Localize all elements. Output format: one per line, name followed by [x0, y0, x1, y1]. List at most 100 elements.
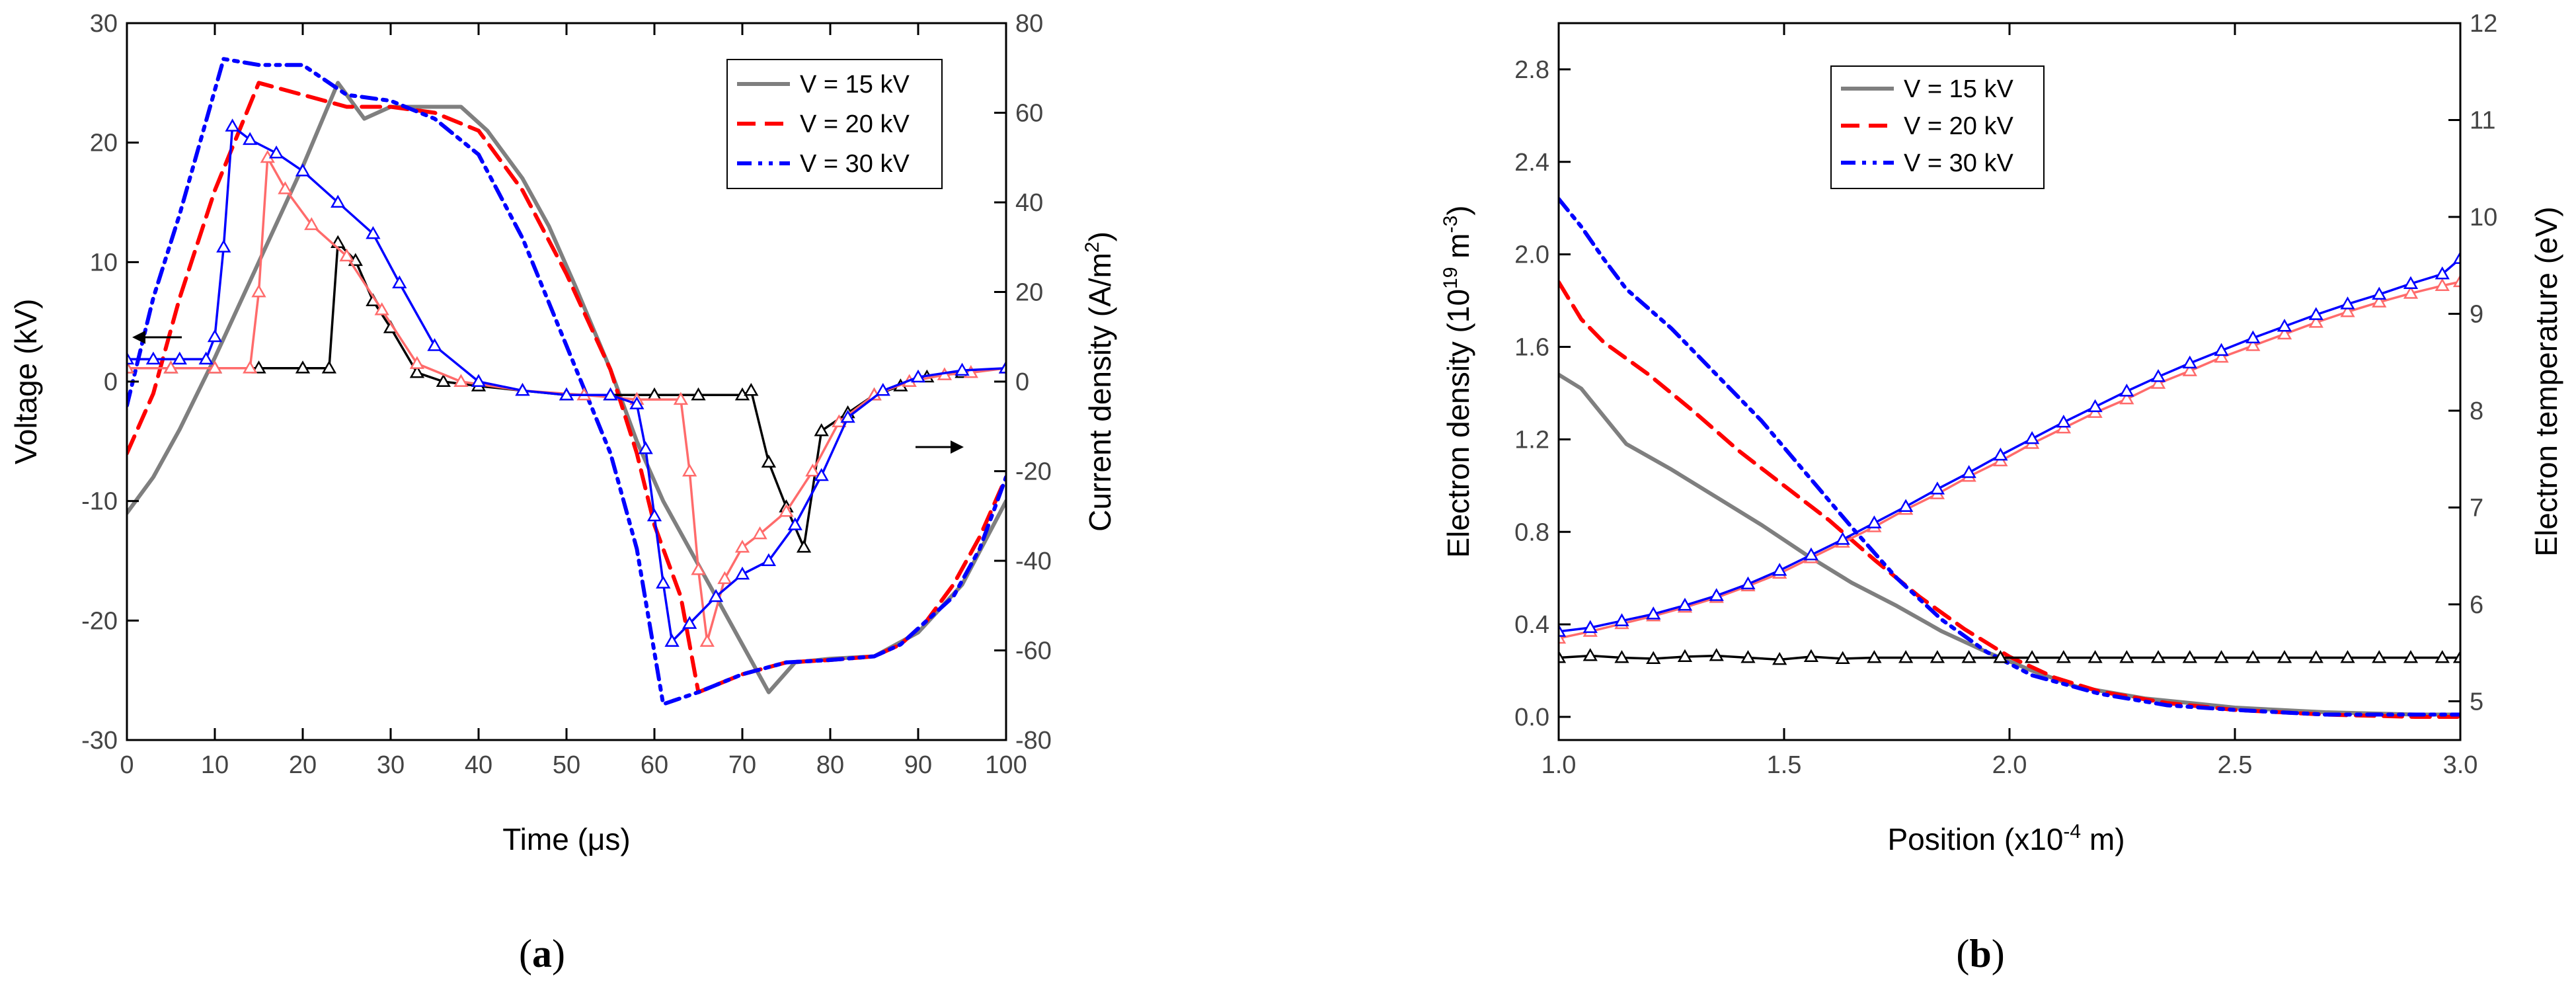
- chart-b-series-3-point: [1559, 649, 1567, 663]
- chart-b-series-0-line: [1559, 372, 2460, 717]
- chart-a-series-4-point: [304, 217, 319, 230]
- chart-b-series-5-point: [2150, 369, 2166, 382]
- chart-a-series-4-point: [699, 634, 715, 647]
- chart-a-xtick-label: 60: [641, 751, 668, 779]
- chart-b-xlabel-close: m): [2081, 822, 2125, 856]
- chart-a-ylabel-right-main: Current density (A/m: [1083, 253, 1117, 532]
- chart-a-series-5-point: [646, 508, 662, 522]
- chart-a-series-4-point: [752, 526, 767, 540]
- chart-a-arrow-right-head: [951, 440, 964, 454]
- chart-b-series-3-point: [2452, 649, 2460, 663]
- chart-a-series-5-point: [127, 351, 135, 365]
- chart-a-series-5-point: [656, 575, 671, 589]
- chart-a-xtick-label: 70: [728, 751, 756, 779]
- chart-b-xtick-label: 1.0: [1542, 751, 1577, 779]
- chart-b-xlabel-main: Position (x10: [1887, 822, 2063, 856]
- chart-b-series-3-point: [2277, 649, 2292, 663]
- chart-b-panel-letter: b: [1969, 932, 1991, 975]
- chart-b-series-5-point: [1709, 588, 1724, 601]
- chart-a-series-3-point: [691, 387, 706, 401]
- chart-b-ticks: 1.0 1.5 2.0 2.5 3.0 0.0 0.4 0.8 1.2 1.6 2.0 2.4 2.8 5…: [1514, 10, 2497, 779]
- chart-b-ytick-left-label: 0.8: [1514, 518, 1549, 546]
- chart-a-series-5-point: [216, 239, 231, 253]
- chart-b-ytick-left-label: 2.0: [1514, 241, 1549, 269]
- chart-a-xtick-label: 100: [985, 751, 1027, 779]
- chart-b-series-5-point: [2245, 330, 2261, 344]
- chart-a-series-5-point: [682, 616, 697, 629]
- chart-a-series-5-point: [734, 566, 750, 580]
- chart-a-series-5-point: [172, 351, 187, 365]
- chart-b-series-3-point: [1803, 649, 1819, 663]
- chart-b-series-3-point: [2182, 649, 2197, 663]
- chart-b-series-3-point: [2214, 649, 2229, 663]
- chart-b-ylabel-left-mid: m: [1441, 233, 1475, 267]
- chart-a-series-4-point: [163, 360, 178, 374]
- chart-a-series-4-point: [374, 302, 389, 315]
- chart-b-series-3-point: [2245, 649, 2261, 663]
- chart-b-ytick-left-label: 1.2: [1514, 426, 1549, 454]
- chart-a-series-layer: [127, 57, 1006, 706]
- chart-a-series-5-point: [814, 468, 829, 481]
- chart-a-series-5-point: [910, 369, 926, 383]
- chart-a-series-4-point: [278, 181, 293, 194]
- chart-b-series-5-point: [1582, 620, 1598, 634]
- chart-b-ylabel-left-sup2: -3: [1440, 216, 1462, 233]
- chart-a-xlabel: Time (μs): [502, 822, 630, 856]
- chart-b-xlabel: Position (x10-4 m): [1887, 821, 2125, 856]
- chart-a-ytick-left-label: 30: [90, 10, 118, 38]
- chart-b-series-4-point: [2308, 315, 2323, 328]
- chart-a-ytick-right-label: 20: [1015, 279, 1043, 307]
- chart-b-series-5-point: [2452, 251, 2460, 264]
- chart-a-series-3-point: [321, 360, 337, 374]
- chart-a-panel-label: (a): [519, 932, 565, 975]
- chart-a-legend-label-15: V = 15 kV: [800, 71, 910, 99]
- chart-a-series-3-point: [814, 423, 829, 436]
- chart-a-series-3-point: [761, 454, 777, 468]
- chart-b-series-4-point: [2150, 376, 2166, 389]
- chart-b-xtick-label: 2.5: [2218, 751, 2253, 779]
- chart-a-ytick-left-label: 0: [104, 368, 118, 396]
- chart-b-ytick-right-label: 12: [2470, 10, 2497, 38]
- chart-b-series-4-point: [2452, 274, 2460, 288]
- chart-a-series-3-point: [295, 360, 311, 374]
- chart-b-series-3-line: [1559, 654, 2460, 661]
- chart-a-series-5-point: [366, 226, 381, 239]
- chart-a-series-5-point: [207, 329, 223, 343]
- chart-b-series-3-point: [1614, 649, 1629, 663]
- chart-b-ytick-right-label: 11: [2470, 106, 2495, 134]
- chart-a-ylabel-right-sup: 2: [1081, 241, 1103, 253]
- chart-a-series-5-point: [331, 194, 346, 208]
- chart-a-xtick-label: 10: [201, 751, 229, 779]
- chart-a-series-4-point: [673, 392, 689, 405]
- chart-b-panel-label: (b): [1956, 932, 2004, 975]
- chart-b-series-5-point: [1646, 606, 1661, 620]
- chart-a-series-5-point: [225, 118, 240, 132]
- chart-a-series-5-point: [708, 589, 724, 602]
- chart-a-series-4-point: [779, 503, 794, 517]
- chart-a-series-4-point: [691, 562, 706, 575]
- chart-b-series-4-point: [2403, 286, 2419, 299]
- chart-b-ytick-right-label: 6: [2470, 591, 2483, 619]
- chart-b-series-3-point: [1646, 651, 1661, 664]
- chart-a-panel-letter: a: [532, 932, 552, 975]
- chart-b-series-5-point: [1961, 465, 1976, 478]
- chart-a-series-4-point: [717, 571, 732, 585]
- chart-b-series-4-line: [1559, 280, 2460, 639]
- chart-a-series-4-point: [453, 374, 469, 387]
- chart-b-series-5-point: [1835, 532, 1850, 545]
- chart-a-series-5-point: [664, 634, 680, 647]
- chart-a-ytick-right-label: -40: [1015, 548, 1052, 575]
- chart-b-series-3-point: [2308, 649, 2323, 663]
- chart-a-series-1-line: [127, 81, 1006, 694]
- chart-a-series-5-point: [761, 553, 777, 566]
- chart-a-xtick-label: 40: [465, 751, 492, 779]
- chart-b-series-3-point: [2403, 649, 2419, 663]
- chart-b-series-3-point: [2119, 649, 2134, 663]
- chart-a-series-5-point: [638, 441, 653, 454]
- chart-a-ytick-right-label: 40: [1015, 189, 1043, 217]
- chart-b-ylabel-left-close: ): [1441, 205, 1475, 215]
- chart-a-series-3-point: [436, 374, 451, 387]
- chart-b-series-3-point: [2088, 649, 2103, 663]
- chart-b-series-5-line: [1559, 257, 2460, 633]
- chart-a-ylabel-right-close: ): [1083, 231, 1117, 241]
